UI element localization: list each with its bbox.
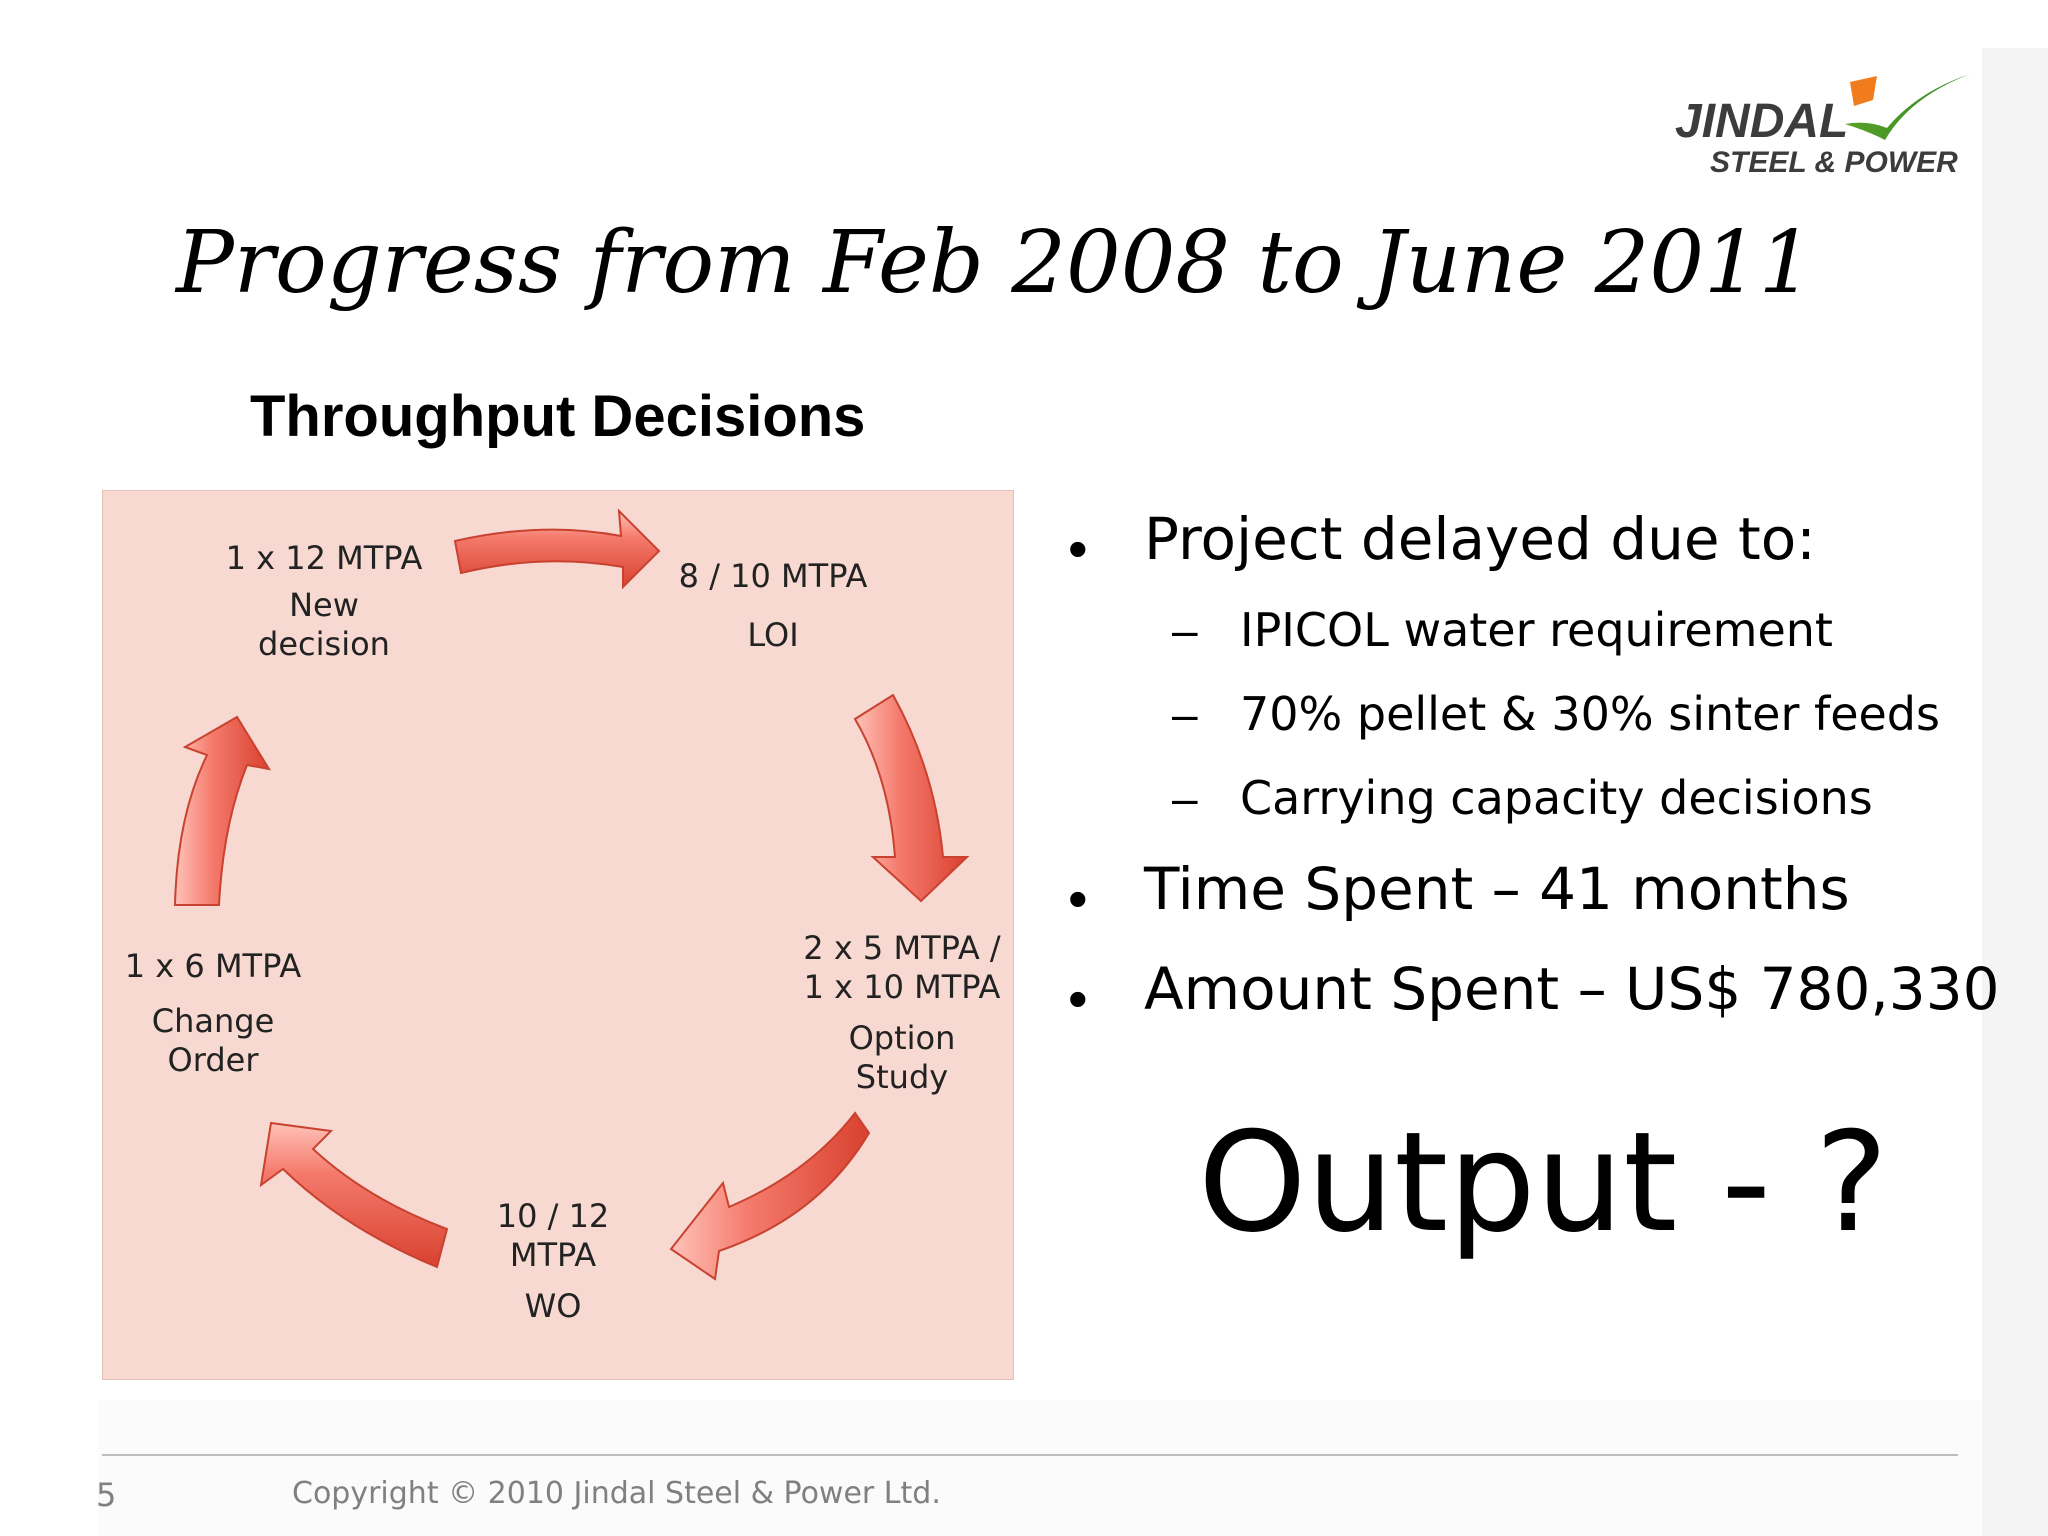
node-option-study: 2 x 5 MTPA / 1 x 10 MTPA Option Study bbox=[789, 929, 1015, 1097]
arrow-top-icon bbox=[453, 508, 661, 590]
arrow-right-icon bbox=[853, 693, 970, 903]
throughput-cycle-diagram: 1 x 12 MTPA New decision 8 / 10 MTPA LOI… bbox=[102, 490, 1014, 1380]
bullet-dot: • bbox=[1068, 867, 1088, 930]
cycle-arrows bbox=[173, 508, 970, 1281]
logo-subtitle: STEEL & POWER bbox=[1710, 146, 1958, 179]
arrow-left-icon bbox=[173, 715, 272, 906]
bullet-dot: • bbox=[1068, 517, 1088, 580]
node-new-decision-label-1: New bbox=[289, 586, 359, 625]
node-option-study-label-2: Study bbox=[855, 1058, 949, 1097]
node-option-study-label-1: Option bbox=[848, 1019, 956, 1058]
node-new-decision-label-2: decision bbox=[258, 625, 390, 664]
sub-bullet-dash: – bbox=[1172, 604, 1198, 656]
bullet-time-spent: Time Spent – 41 months bbox=[1144, 855, 1850, 923]
bullet-dot: • bbox=[1068, 967, 1088, 1030]
node-option-study-capacity-1: 2 x 5 MTPA / bbox=[803, 929, 1001, 967]
slide-title: Progress from Feb 2008 to June 2011 bbox=[176, 213, 1814, 313]
node-wo-capacity-1: 10 / 12 bbox=[496, 1197, 610, 1235]
footer-divider bbox=[102, 1454, 1958, 1456]
sub-bullet-dash: – bbox=[1172, 688, 1198, 740]
logo-swoosh-icon bbox=[1845, 74, 1970, 140]
sub-bullet-feeds: 70% pellet & 30% sinter feeds bbox=[1240, 687, 1940, 741]
copyright-text: Copyright © 2010 Jindal Steel & Power Lt… bbox=[292, 1476, 941, 1511]
sub-bullet-dash: – bbox=[1172, 772, 1198, 824]
page-number: 5 bbox=[96, 1476, 117, 1514]
sub-bullet-capacity: Carrying capacity decisions bbox=[1240, 771, 1873, 825]
node-wo-label: WO bbox=[524, 1287, 582, 1326]
footer-band bbox=[98, 1400, 1982, 1536]
node-loi: 8 / 10 MTPA LOI bbox=[663, 557, 883, 655]
bullet-project-delayed: Project delayed due to: bbox=[1144, 505, 1816, 573]
node-new-decision-capacity: 1 x 12 MTPA bbox=[225, 539, 423, 577]
node-new-decision: 1 x 12 MTPA New decision bbox=[203, 539, 445, 664]
node-loi-capacity: 8 / 10 MTPA bbox=[678, 557, 868, 595]
node-change-order: 1 x 6 MTPA Change Order bbox=[113, 947, 313, 1080]
arrow-bottom-left-icon bbox=[259, 1121, 449, 1269]
logo-wordmark: JINDAL bbox=[1675, 95, 1849, 148]
jindal-logo: JINDAL STEEL & POWER bbox=[1655, 62, 1975, 192]
node-loi-label: LOI bbox=[747, 616, 799, 655]
node-change-order-label-2: Order bbox=[167, 1041, 259, 1080]
section-subtitle: Throughput Decisions bbox=[250, 384, 866, 449]
side-strip bbox=[1982, 48, 2048, 1536]
node-wo-capacity-2: MTPA bbox=[509, 1236, 597, 1275]
sub-bullet-water: IPICOL water requirement bbox=[1240, 603, 1833, 657]
node-change-order-capacity: 1 x 6 MTPA bbox=[124, 947, 302, 985]
bullet-amount-spent: Amount Spent – US$ 780,330 bbox=[1144, 955, 2000, 1023]
arrow-bottom-right-icon bbox=[669, 1111, 871, 1281]
node-option-study-capacity-2: 1 x 10 MTPA bbox=[803, 968, 1001, 1007]
output-question: Output - ? bbox=[1198, 1102, 1889, 1263]
node-change-order-label-1: Change bbox=[151, 1002, 275, 1041]
node-wo: 10 / 12 MTPA WO bbox=[473, 1197, 633, 1326]
